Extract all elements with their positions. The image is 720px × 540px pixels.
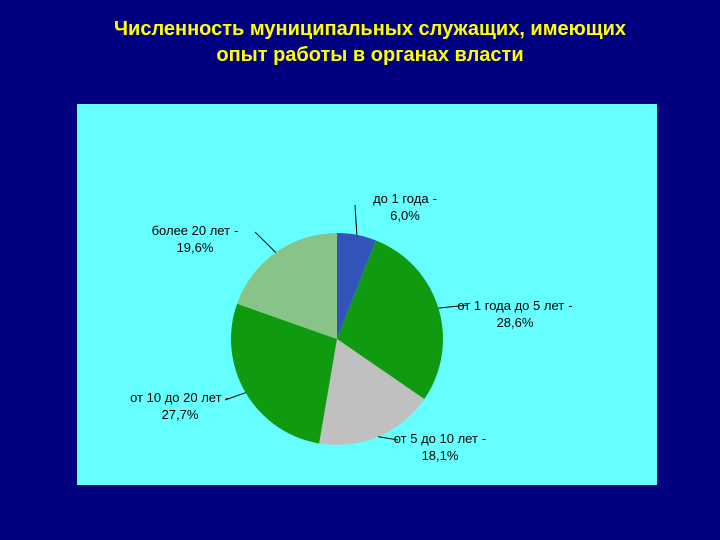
label-separator: - [568, 298, 572, 313]
pie-slice [319, 339, 425, 445]
pie-slice [237, 233, 337, 339]
data-label: от 10 до 20 лет - 27,7% [130, 390, 230, 422]
label-category: более 20 лет [152, 223, 231, 238]
label-category: от 5 до 10 лет [394, 431, 478, 446]
leader-line [378, 436, 399, 441]
label-value: 18,1% [422, 448, 459, 463]
data-label: до 1 года -6,0% [373, 191, 437, 223]
data-label: более 20 лет - 19,6% [152, 223, 239, 255]
label-value: 27,7% [162, 407, 199, 422]
pie-slice [337, 233, 377, 339]
label-separator: - [226, 390, 230, 405]
label-value: 6,0% [390, 208, 420, 223]
leader-line [354, 204, 358, 235]
label-separator: - [482, 431, 486, 446]
label-value: 19,6% [177, 240, 214, 255]
label-category: от 10 до 20 лет [130, 390, 221, 405]
data-label: от 1 года до 5 лет - 28,6% [457, 298, 572, 330]
leader-line [224, 392, 246, 401]
label-category: до 1 года [373, 191, 429, 206]
data-label: от 5 до 10 лет - 18,1% [394, 431, 487, 463]
pie-slice [337, 240, 444, 400]
label-separator: - [433, 191, 437, 206]
label-separator: - [234, 223, 238, 238]
leader-line [438, 304, 469, 309]
pie-slice [231, 303, 337, 444]
leader-line [254, 231, 277, 253]
label-category: от 1 года до 5 лет [457, 298, 564, 313]
label-value: 28,6% [497, 315, 534, 330]
chart-title: Численность муниципальных служащих, имею… [114, 18, 626, 66]
